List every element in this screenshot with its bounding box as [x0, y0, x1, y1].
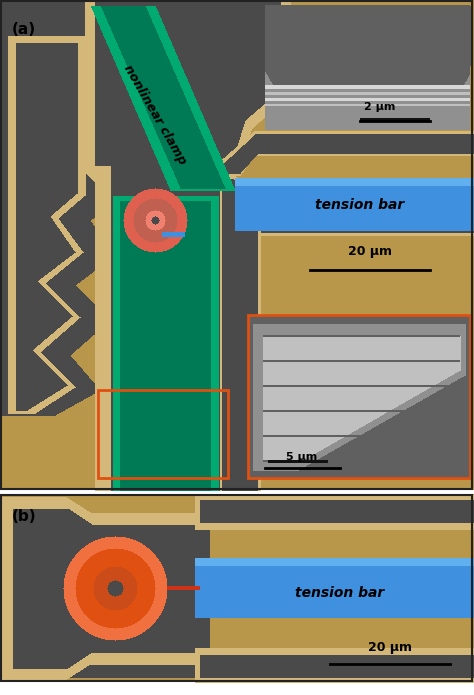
Text: tension bar: tension bar: [295, 586, 384, 600]
Text: nonlinear clamp: nonlinear clamp: [121, 63, 189, 167]
Text: 5 μm: 5 μm: [286, 452, 318, 462]
Text: 20 μm: 20 μm: [368, 641, 412, 654]
Bar: [1, 495, 472, 681]
Bar: [1, 1, 472, 489]
Bar: [248, 315, 470, 478]
Text: tension bar: tension bar: [315, 198, 405, 212]
Text: 2 μm: 2 μm: [365, 102, 396, 112]
Text: (a): (a): [12, 22, 36, 37]
Text: 20 μm: 20 μm: [348, 245, 392, 258]
Bar: [98, 390, 228, 478]
Text: (b): (b): [12, 509, 36, 524]
